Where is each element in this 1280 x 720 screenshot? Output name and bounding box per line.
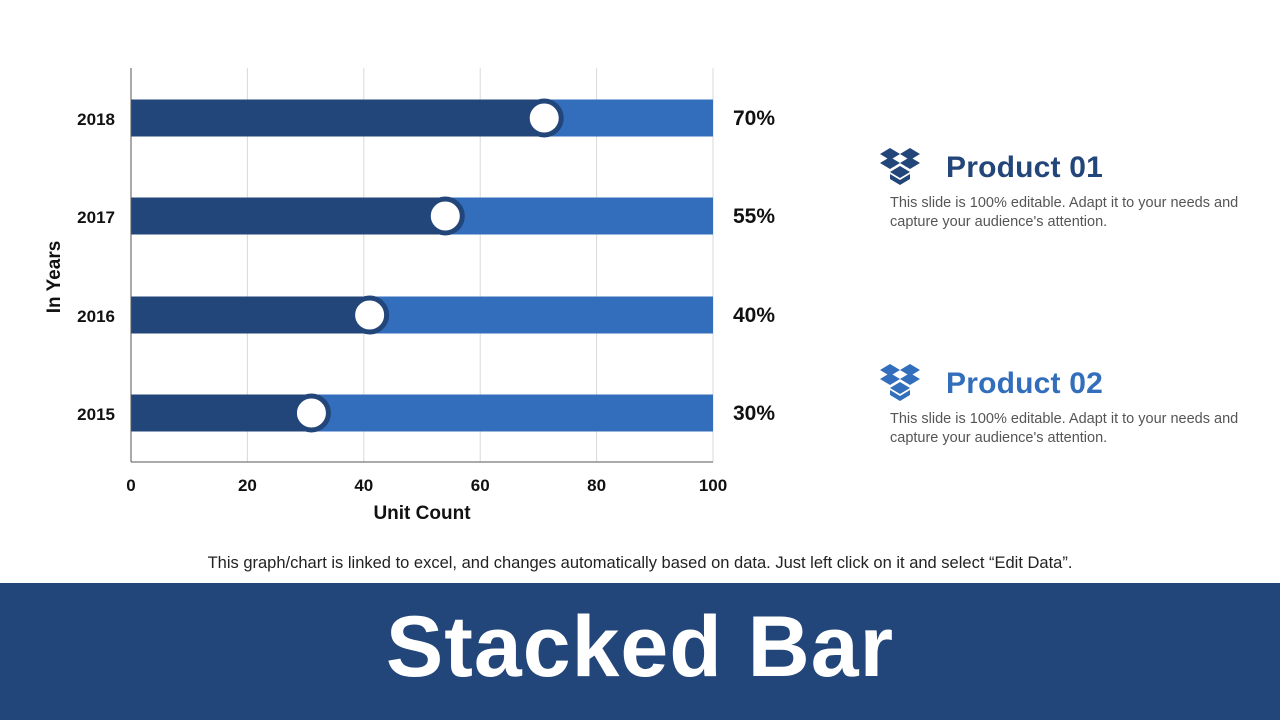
bar-segment-2016-1 bbox=[131, 296, 364, 334]
chart-footnote: This graph/chart is linked to excel, and… bbox=[207, 554, 1073, 572]
data-label: 30% bbox=[733, 402, 775, 425]
x-tick-label: 0 bbox=[126, 476, 135, 495]
product-01-title: Product 01 bbox=[946, 151, 1104, 184]
y-tick-label: 2018 bbox=[77, 110, 115, 129]
bar-segment-2017-1 bbox=[131, 197, 452, 235]
bar-segment-2016-2 bbox=[363, 296, 713, 334]
bar-marker-2015 bbox=[291, 393, 331, 433]
product-02-block: Product 02 This slide is 100% editable. … bbox=[878, 362, 1258, 448]
y-tick-label: 2017 bbox=[77, 208, 115, 227]
bar-marker-2017 bbox=[425, 196, 465, 236]
slide-title: Stacked Bar bbox=[385, 599, 895, 695]
product-02-title: Product 02 bbox=[946, 367, 1104, 400]
product-01-block: Product 01 This slide is 100% editable. … bbox=[878, 146, 1258, 232]
x-tick-label: 40 bbox=[354, 476, 373, 495]
bar-segment-2018-1 bbox=[131, 99, 539, 137]
bar-segment-2015-2 bbox=[305, 394, 713, 432]
y-tick-label: 2015 bbox=[77, 405, 115, 424]
y-axis-title: In Years bbox=[44, 241, 65, 314]
x-tick-label: 20 bbox=[238, 476, 257, 495]
dropbox-icon bbox=[880, 364, 920, 401]
bar-segment-2017-2 bbox=[451, 197, 713, 235]
stacked-bar-chart: 2018 70% 2017 55% 2016 40% 2015 30% 0 20 40 60 80 100… bbox=[44, 68, 775, 524]
data-label: 55% bbox=[733, 205, 775, 228]
dropbox-icon bbox=[880, 148, 920, 185]
bar-marker-2018 bbox=[524, 98, 564, 138]
x-axis-title: Unit Count bbox=[373, 503, 471, 524]
title-banner: Stacked Bar bbox=[0, 583, 1280, 720]
data-label: 40% bbox=[733, 304, 775, 327]
data-label: 70% bbox=[733, 107, 775, 130]
y-tick-label: 2016 bbox=[77, 307, 115, 326]
x-tick-label: 80 bbox=[587, 476, 606, 495]
product-01-description: This slide is 100% editable. Adapt it to… bbox=[890, 195, 1239, 230]
bar-marker-2016 bbox=[350, 295, 390, 335]
bar-segment-2015-1 bbox=[131, 394, 306, 432]
x-tick-label: 60 bbox=[471, 476, 490, 495]
x-tick-label: 100 bbox=[699, 476, 727, 495]
bar-segment-2018-2 bbox=[538, 99, 713, 137]
product-02-description: This slide is 100% editable. Adapt it to… bbox=[890, 411, 1239, 446]
